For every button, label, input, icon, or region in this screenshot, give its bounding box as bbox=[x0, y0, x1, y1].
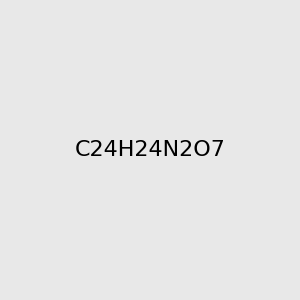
Text: C24H24N2O7: C24H24N2O7 bbox=[75, 140, 225, 160]
